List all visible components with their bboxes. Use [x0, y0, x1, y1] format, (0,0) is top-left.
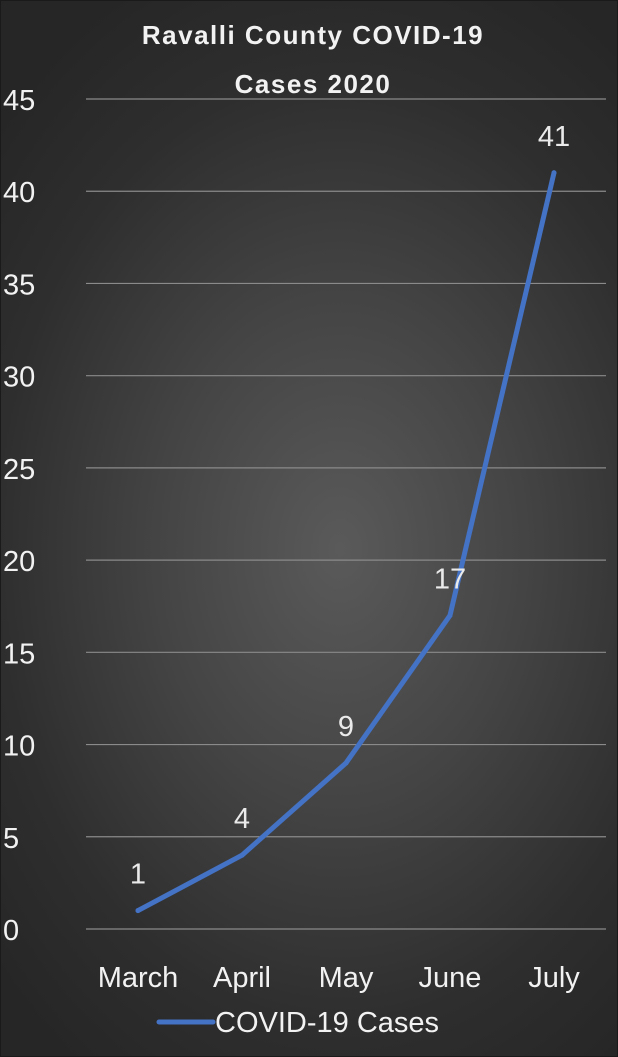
legend-label: COVID-19 Cases	[215, 1007, 439, 1039]
y-tick-label: 5	[3, 823, 19, 855]
data-point	[135, 908, 141, 914]
gridlines	[86, 98, 606, 930]
y-tick-label: 10	[3, 731, 35, 763]
data-point	[447, 612, 453, 618]
y-tick-label: 25	[3, 454, 35, 486]
data-labels: 1 4 9 17 41	[130, 121, 570, 891]
y-tick-label: 20	[3, 546, 35, 578]
x-tick-label: March	[98, 962, 179, 994]
data-point	[343, 760, 349, 766]
data-label: 4	[234, 803, 250, 835]
x-tick-label: May	[319, 962, 374, 994]
y-tick-label: 15	[3, 638, 35, 670]
y-tick-label: 30	[3, 362, 35, 394]
chart-title-line-1: Ravalli County COVID-19	[142, 20, 484, 50]
legend: COVID-19 Cases	[156, 1007, 439, 1039]
y-tick-label: 0	[3, 915, 19, 947]
data-point	[551, 170, 557, 176]
x-tick-label: April	[213, 962, 271, 994]
y-tick-label: 35	[3, 269, 35, 301]
y-tick-label: 40	[3, 177, 35, 209]
data-label: 1	[130, 859, 146, 891]
data-label: 17	[434, 563, 466, 595]
y-tick-label: 45	[3, 85, 35, 117]
y-axis-ticks: 0 5 10 15 20 25 30 35 40 45	[3, 85, 35, 947]
data-label: 41	[538, 121, 570, 153]
data-label: 9	[338, 711, 354, 743]
series-lines	[135, 170, 557, 914]
chart-title-line-2: Cases 2020	[235, 69, 392, 99]
x-tick-label: July	[528, 962, 580, 994]
data-point	[239, 852, 245, 858]
x-axis-ticks: March April May June July	[98, 962, 581, 994]
x-tick-label: June	[419, 962, 482, 994]
